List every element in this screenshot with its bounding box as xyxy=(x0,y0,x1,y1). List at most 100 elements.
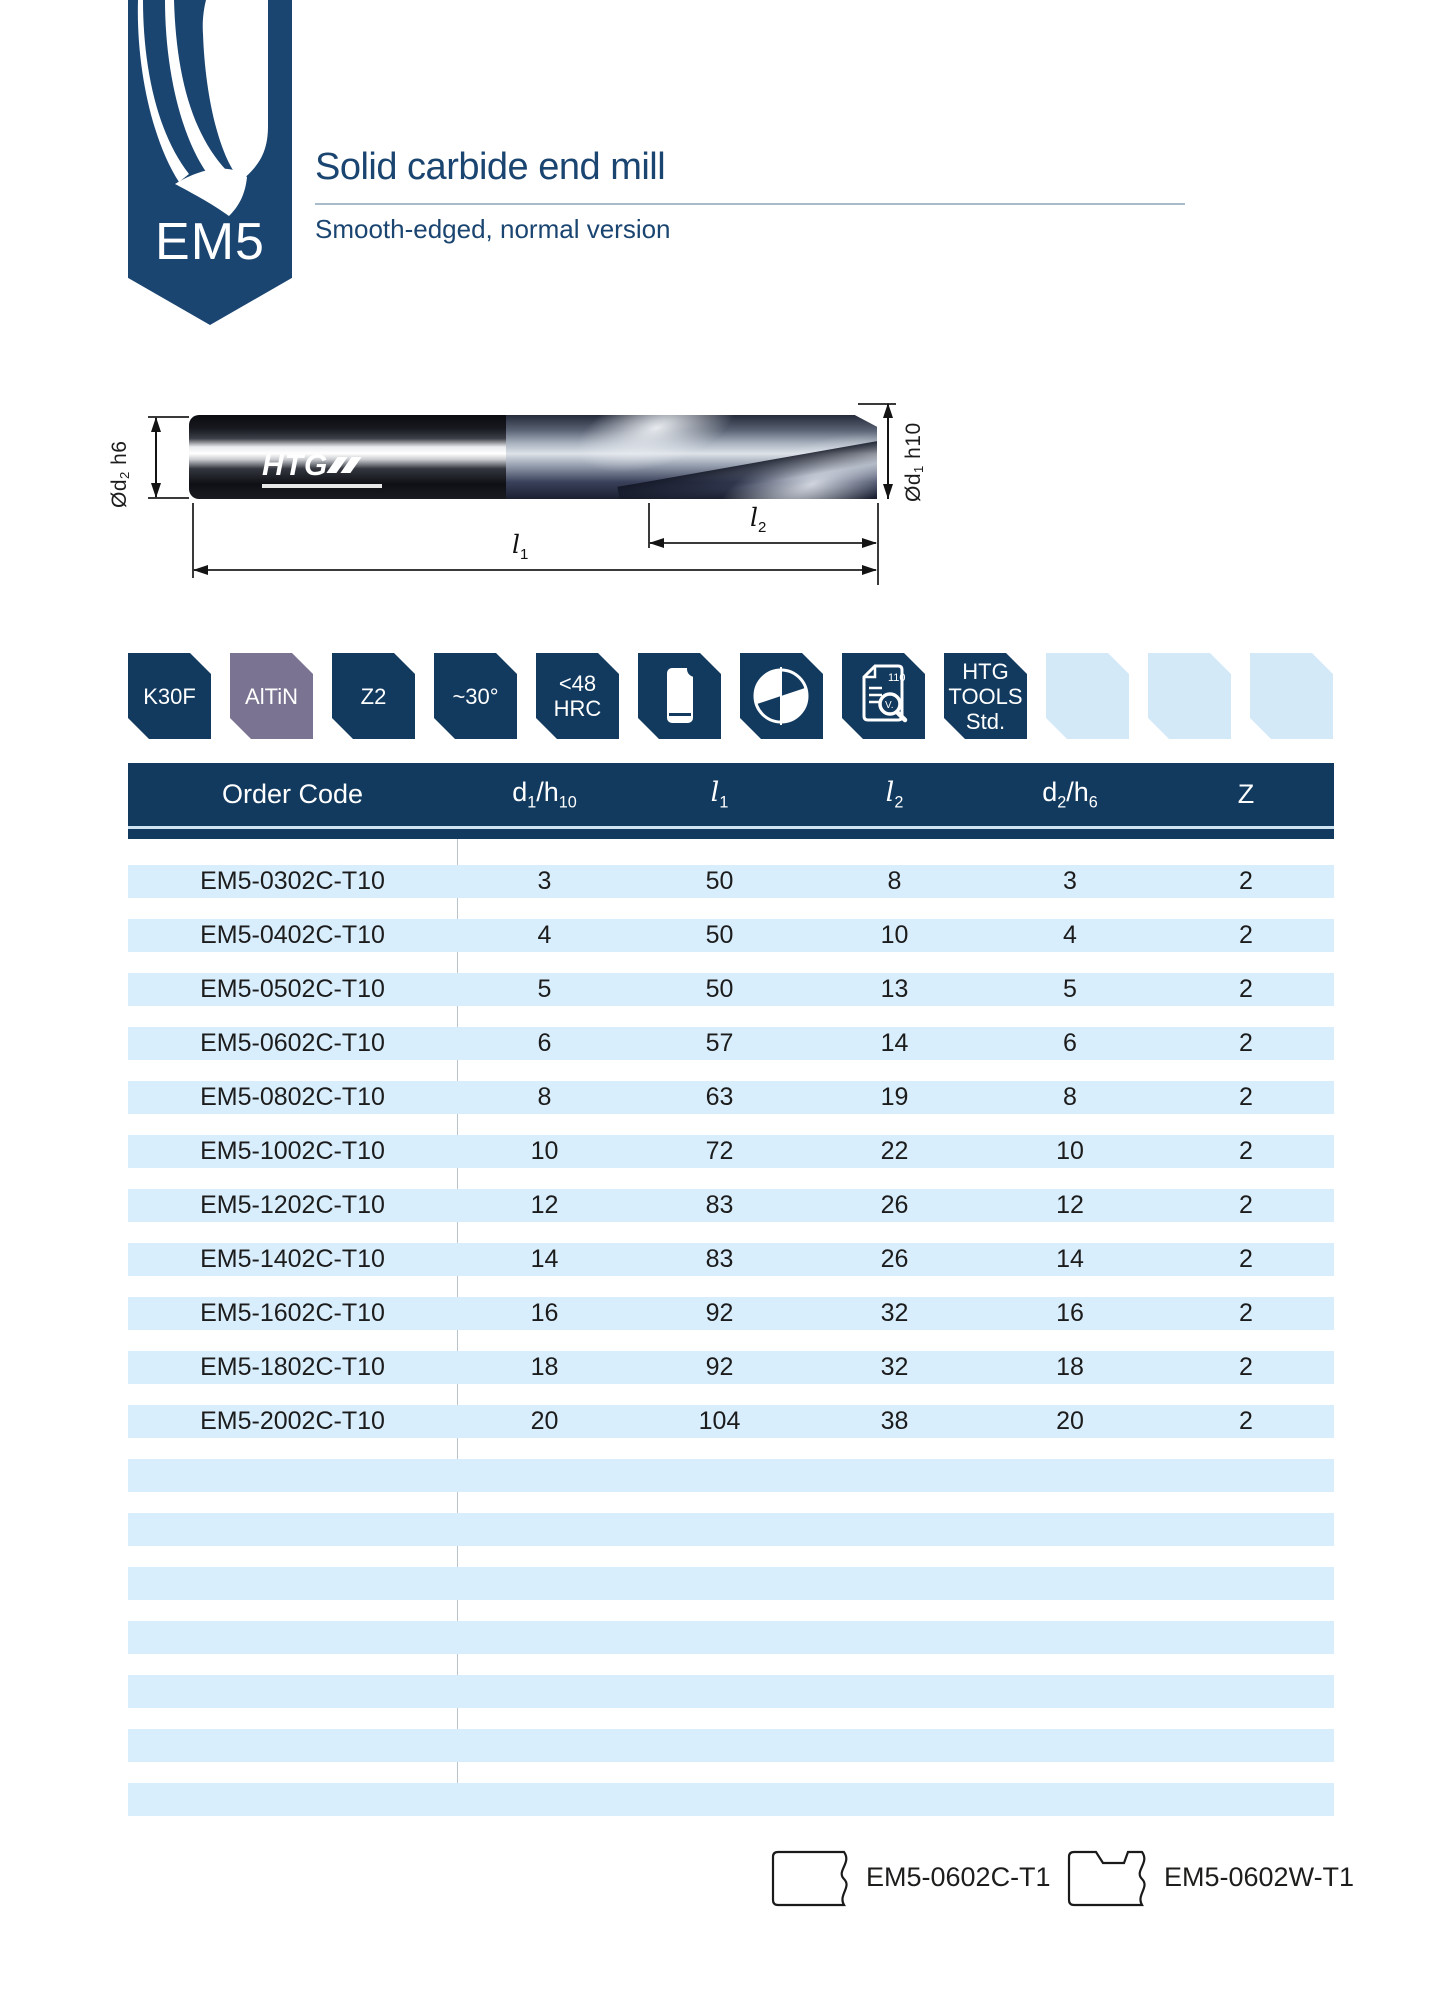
svg-text:V.: V. xyxy=(885,700,894,711)
value-cell: 2 xyxy=(1239,1029,1253,1057)
product-code: EM5 xyxy=(155,213,265,271)
badge-standard: HTG TOOLS Std. xyxy=(944,653,1027,739)
table-row: EM5-0302C-T10 3 50 8 3 2 xyxy=(128,865,1334,898)
badge-empty-3 xyxy=(1250,653,1333,739)
table-row: EM5-1002C-T10 10 72 22 10 2 xyxy=(128,1135,1334,1168)
value-cell: 2 xyxy=(1239,1191,1253,1219)
value-cell: 20 xyxy=(530,1407,559,1435)
value-cell: 2 xyxy=(1239,1407,1253,1435)
value-cell: 19 xyxy=(880,1083,909,1111)
value-cell: 32 xyxy=(880,1353,909,1381)
badge-helix-angle: ~30° xyxy=(434,653,517,739)
badge-mill-side-icon xyxy=(638,653,721,739)
badge-grade: K30F xyxy=(128,653,211,739)
empty-stripe xyxy=(128,1729,1334,1762)
value-cell: 92 xyxy=(705,1299,734,1327)
value-cell: 14 xyxy=(1056,1245,1084,1273)
order-code-cell: EM5-1002C-T10 xyxy=(200,1137,385,1165)
value-cell: 13 xyxy=(880,975,909,1003)
empty-stripe xyxy=(128,1675,1334,1708)
cutting-data-icon: 110 V. xyxy=(842,653,925,739)
order-code-cell: EM5-1602C-T10 xyxy=(200,1299,385,1327)
value-cell: 26 xyxy=(880,1245,909,1273)
badge-label: Std. xyxy=(965,708,1006,734)
value-cell: 12 xyxy=(1056,1191,1084,1219)
value-cell: 16 xyxy=(530,1299,559,1327)
page-title: Solid carbide end mill xyxy=(315,146,666,188)
technical-drawing: HTG Ød2 h6 Ød1 h10 l2 xyxy=(0,0,1446,620)
badge-label: HRC xyxy=(553,696,602,721)
column-header: l1 xyxy=(710,776,729,812)
value-cell: 12 xyxy=(530,1191,559,1219)
value-cell: 104 xyxy=(698,1407,741,1435)
value-cell: 8 xyxy=(1063,1083,1077,1111)
value-cell: 18 xyxy=(1056,1353,1084,1381)
drill-bit-illustration xyxy=(137,0,268,216)
value-cell: 50 xyxy=(705,921,734,949)
end-mill-front-icon xyxy=(740,653,823,739)
tool-flute-image xyxy=(506,415,877,499)
value-cell: 10 xyxy=(1056,1137,1084,1165)
table-row: EM5-0502C-T10 5 50 13 5 2 xyxy=(128,973,1334,1006)
tool-brand-mark: HTG xyxy=(262,451,382,488)
value-cell: 72 xyxy=(705,1137,734,1165)
plain-shank-drawing xyxy=(771,1850,848,1907)
badge-coating: AlTiN xyxy=(230,653,313,739)
column-header: d2/h6 xyxy=(1042,776,1098,812)
badge-label: TOOLS xyxy=(948,683,1023,709)
value-cell: 50 xyxy=(705,975,734,1003)
value-cell: 2 xyxy=(1239,1083,1253,1111)
order-code-cell: EM5-1202C-T10 xyxy=(200,1191,385,1219)
value-cell: 4 xyxy=(1063,921,1077,949)
badge-empty-1 xyxy=(1046,653,1129,739)
empty-stripe xyxy=(128,1783,1334,1816)
badge-label: AlTiN xyxy=(245,683,298,709)
value-cell: 5 xyxy=(1063,975,1077,1003)
value-cell: 2 xyxy=(1239,1299,1253,1327)
badge-hardness: <48 HRC xyxy=(536,653,619,739)
order-code-cell: EM5-0302C-T10 xyxy=(200,867,385,895)
value-cell: 10 xyxy=(880,921,909,949)
value-cell: 20 xyxy=(1056,1407,1084,1435)
dim-label-cutting-diameter: Ød1 h10 xyxy=(902,422,927,502)
dim-label-overall-length: l1 xyxy=(512,530,529,563)
value-cell: 8 xyxy=(537,1083,552,1111)
order-code-cell: EM5-1802C-T10 xyxy=(200,1353,385,1381)
value-cell: 16 xyxy=(1056,1299,1084,1327)
table-row: EM5-1802C-T10 18 92 32 18 2 xyxy=(128,1351,1334,1384)
value-cell: 83 xyxy=(705,1191,734,1219)
variant-label-weldon: EM5-0602W-T1 xyxy=(1164,1862,1355,1892)
value-cell: 6 xyxy=(537,1029,552,1057)
value-cell: 5 xyxy=(537,975,552,1003)
empty-stripe xyxy=(128,1621,1334,1654)
value-cell: 92 xyxy=(705,1353,734,1381)
empty-stripe xyxy=(128,1459,1334,1492)
table-row: EM5-1202C-T10 12 83 26 12 2 xyxy=(128,1189,1334,1222)
column-header: Z xyxy=(1237,779,1255,809)
column-header: Order Code xyxy=(221,779,364,809)
value-cell: 32 xyxy=(880,1299,909,1327)
variant-label-cylindrical: EM5-0602C-T1 xyxy=(866,1862,1051,1892)
column-header: d1/h10 xyxy=(512,776,577,812)
value-cell: 2 xyxy=(1239,1353,1253,1381)
badge-label: <48 xyxy=(558,671,597,696)
badge-label: HTG xyxy=(962,658,1009,684)
badge-label: Z2 xyxy=(360,683,387,709)
empty-stripe xyxy=(128,1513,1334,1546)
order-code-cell: EM5-2002C-T10 xyxy=(200,1407,385,1435)
table-header-row: Order Code d1/h10 l1 l2 d2/h6 Z xyxy=(128,763,1334,826)
empty-stripe xyxy=(128,1567,1334,1600)
badge-empty-2 xyxy=(1148,653,1231,739)
table-body: EM5-0302C-T10 3 50 8 3 2 EM5-0402C-T10 4 50 10 4 2 E… xyxy=(128,839,1334,1816)
column-header: l2 xyxy=(885,776,904,812)
order-code-cell: EM5-0502C-T10 xyxy=(200,975,385,1003)
value-cell: 4 xyxy=(537,921,552,949)
badge-mill-front-icon xyxy=(740,653,823,739)
badge-label: K30F xyxy=(143,683,196,709)
value-cell: 8 xyxy=(887,867,902,895)
value-cell: 2 xyxy=(1239,867,1253,895)
value-cell: 3 xyxy=(1063,867,1077,895)
value-cell: 50 xyxy=(705,867,734,895)
badge-flutes: Z2 xyxy=(332,653,415,739)
table-row: EM5-2002C-T10 20 104 38 20 2 xyxy=(128,1405,1334,1438)
